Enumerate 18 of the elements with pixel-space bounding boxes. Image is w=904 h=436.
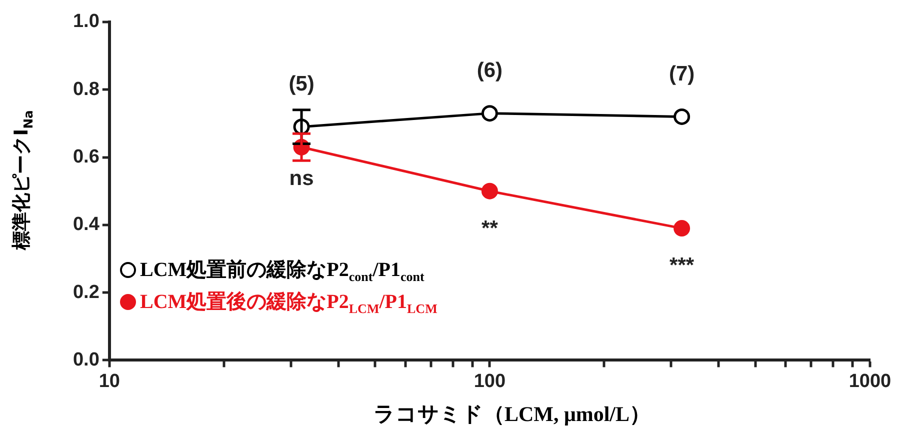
y-tick-label: 0.0 [72,349,100,370]
x-tick-label: 100 [474,370,506,392]
x-tick-label: 10 [98,370,120,392]
annotation: (7) [668,62,695,86]
annotation: (5) [288,72,314,96]
annotation: ns [289,166,314,190]
y-tick-label: 0.2 [72,282,100,303]
annotation: *** [670,254,695,278]
x-axis-title: ラコサミド（LCM, μmol/L） [372,401,652,428]
y-tick-label: 1.0 [72,11,100,32]
y-tick-label: 0.8 [72,78,100,100]
legend-label: LCM処置前の緩除なP2$_{cont}$/P1$_{cont}$ [140,258,424,284]
legend-label: LCM処置後の緩除なP2$_{LCM}$/P1$_{LCM}$ [140,290,438,316]
annotation: (6) [476,59,503,82]
annotation: ** [482,216,499,240]
y-tick-label: 0.6 [72,146,100,168]
y-tick-label: 0.4 [72,214,100,236]
x-tick-label: 1000 [848,370,892,392]
